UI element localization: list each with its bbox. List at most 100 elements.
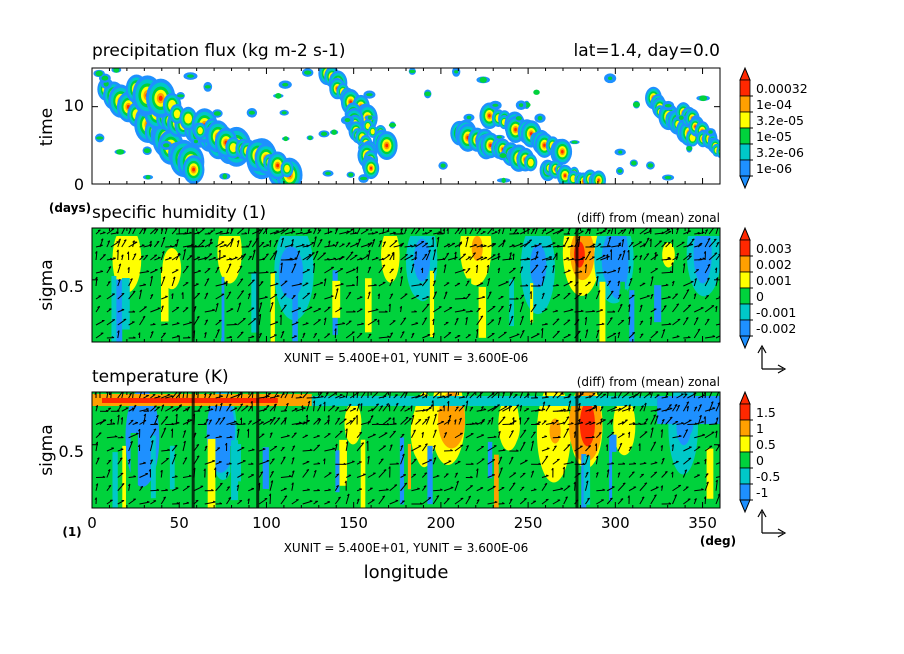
- wind-vector-head: [676, 252, 679, 256]
- wind-vector: [672, 435, 682, 439]
- wind-vector-head: [94, 392, 97, 395]
- wind-vector: [693, 446, 701, 452]
- wind-vector-head: [499, 456, 503, 459]
- wind-vector-head: [228, 388, 230, 390]
- wind-vector: [215, 329, 220, 339]
- wind-vector: [600, 256, 610, 261]
- wind-vector-head: [661, 418, 665, 422]
- field-contour: [339, 439, 347, 486]
- wind-vector-head: [456, 389, 458, 391]
- wind-vector: [182, 307, 189, 313]
- wind-vector: [154, 257, 161, 261]
- wind-vector-head: [209, 392, 212, 396]
- wind-vector-head: [137, 444, 141, 448]
- wind-vector: [415, 409, 426, 412]
- wind-vector: [686, 238, 695, 248]
- wind-vector: [617, 421, 625, 425]
- wind-vector: [324, 306, 331, 313]
- wind-vector: [95, 457, 100, 465]
- wind-vector-head: [596, 472, 599, 475]
- wind-vector-head: [132, 310, 136, 313]
- wind-vector-head: [260, 471, 264, 474]
- wind-vector: [404, 245, 413, 248]
- wind-vector: [302, 469, 310, 478]
- wind-vector: [106, 436, 118, 439]
- wind-vector-head: [509, 303, 512, 307]
- wind-vector-head: [244, 232, 248, 235]
- wind-vector-head: [146, 407, 149, 410]
- precip-cell: [283, 136, 289, 142]
- wind-vector: [258, 471, 264, 478]
- wind-vector-head: [707, 237, 711, 241]
- wind-vector: [334, 417, 341, 425]
- wind-vector-head: [350, 251, 354, 254]
- wind-vector-head: [578, 418, 581, 422]
- wind-vector: [302, 254, 312, 261]
- precip-cell: [187, 74, 194, 78]
- wind-vector-head: [187, 225, 189, 227]
- wind-vector-head: [204, 445, 208, 448]
- wind-vector: [498, 449, 506, 452]
- colorbar-label: 1e-04: [756, 97, 792, 112]
- wind-vector: [519, 441, 526, 452]
- wind-vector-head: [585, 471, 589, 475]
- wind-vector-head: [544, 435, 548, 437]
- wind-vector-head: [175, 413, 178, 417]
- wind-vector: [280, 331, 285, 339]
- wind-vector: [160, 404, 165, 412]
- wind-vector-head: [323, 278, 327, 281]
- wind-vector-head: [462, 308, 466, 311]
- field-contour: [130, 433, 138, 506]
- field-contour: [251, 272, 259, 333]
- wind-vector-head: [629, 446, 632, 449]
- wind-vector-head: [280, 262, 283, 266]
- wind-vector-head: [420, 267, 424, 271]
- wind-vector: [443, 460, 452, 465]
- wind-vector: [226, 263, 232, 274]
- wind-vector-head: [439, 409, 443, 411]
- wind-vector-head: [669, 404, 672, 406]
- wind-vector-head: [275, 239, 279, 242]
- wind-vector: [356, 323, 364, 326]
- wind-vector: [556, 422, 566, 425]
- field-contour: [706, 448, 714, 499]
- wind-vector-head: [556, 318, 560, 321]
- wind-vector: [117, 309, 125, 313]
- wind-vector: [465, 293, 471, 300]
- colorbar-segment: [739, 319, 751, 337]
- precip-cell: [607, 76, 613, 81]
- wind-vector-head: [555, 252, 558, 256]
- wind-vector: [117, 263, 122, 274]
- wind-vector-head: [547, 404, 551, 407]
- field-contour: [695, 241, 708, 268]
- wind-vector: [498, 281, 509, 287]
- wind-vector-head: [102, 231, 106, 233]
- wind-vector-head: [346, 493, 350, 497]
- wind-vector-head: [421, 431, 424, 435]
- wind-vector-head: [424, 317, 427, 320]
- wind-vector-head: [318, 418, 321, 421]
- wind-vector: [258, 433, 265, 439]
- wind-vector: [269, 283, 279, 287]
- wind-vector-head: [263, 226, 265, 227]
- wind-vector-head: [444, 431, 447, 435]
- wind-vector-head: [668, 502, 672, 505]
- wind-vector: [360, 403, 363, 412]
- wind-vector: [349, 417, 356, 425]
- wind-vector: [672, 293, 679, 300]
- reference-vector-2: [757, 508, 787, 538]
- vector-column: [575, 392, 579, 508]
- wind-vector: [284, 231, 296, 235]
- wind-vector-head: [345, 441, 349, 444]
- wind-vector: [476, 468, 479, 478]
- wind-vector: [345, 392, 349, 399]
- wind-vector: [295, 422, 307, 425]
- wind-vector-head: [183, 389, 185, 391]
- wind-vector: [545, 422, 555, 425]
- wind-vector-head: [510, 315, 514, 319]
- wind-vector: [204, 501, 216, 505]
- wind-vector: [443, 332, 452, 339]
- wind-vector: [400, 293, 408, 300]
- wind-vector-head: [297, 250, 301, 253]
- precip-ytick-10: 10: [64, 96, 84, 115]
